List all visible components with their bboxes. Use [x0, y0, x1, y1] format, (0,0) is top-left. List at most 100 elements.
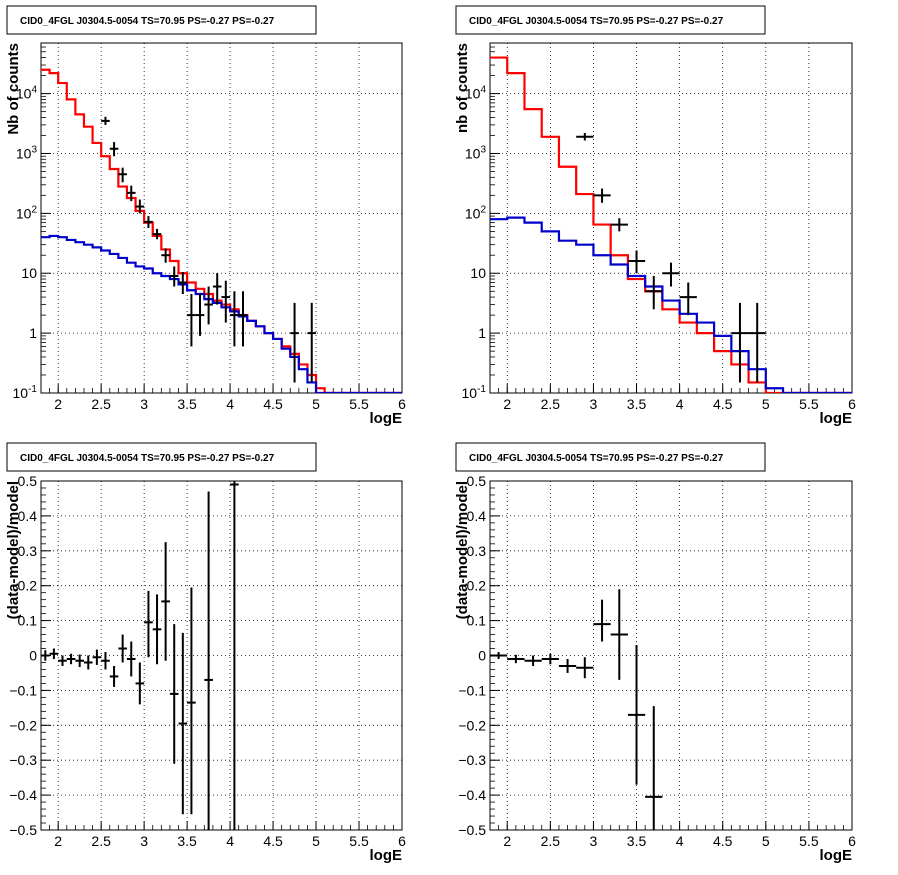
data-point: [731, 302, 749, 383]
y-tick-label: −0.4: [9, 787, 37, 803]
y-tick-label: −0.5: [458, 822, 486, 838]
x-axis-label: logE: [370, 847, 403, 864]
x-axis-label: logE: [370, 410, 403, 427]
x-tick-label: 4: [226, 396, 234, 412]
y-axis-label: (data-model)/model: [454, 481, 471, 619]
y-tick-label: 10-1: [13, 384, 38, 401]
data-point: [645, 275, 663, 310]
x-tick-label: 6: [848, 396, 856, 412]
y-tick-label: 0.5: [18, 473, 38, 489]
y-tick-label: 1: [478, 325, 486, 341]
data-point: [576, 132, 594, 141]
data-point: [593, 188, 611, 203]
x-tick-label: 5.5: [799, 833, 819, 849]
data-point: [230, 291, 239, 347]
data-point: [101, 116, 110, 125]
x-tick-label: 5.5: [349, 833, 369, 849]
plot-area: [41, 68, 402, 393]
x-tick-label: 5: [312, 833, 320, 849]
model-component-histogram: [41, 234, 402, 393]
data-point: [75, 654, 84, 668]
data-point: [83, 655, 93, 670]
title-box: [455, 442, 766, 472]
y-tick-label: 103: [16, 144, 38, 161]
y-tick-label: 0.4: [467, 508, 487, 524]
x-axis-label: logE: [820, 847, 853, 864]
data-point: [576, 657, 594, 679]
title-box: [6, 442, 317, 472]
title-box: [6, 5, 317, 35]
data-point: [748, 302, 766, 383]
x-tick-label: 3: [140, 833, 148, 849]
data-point: [118, 167, 127, 183]
y-tick-label: 1: [29, 325, 37, 341]
data-point: [679, 282, 697, 316]
y-tick-label: −0.5: [9, 822, 37, 838]
y-tick-label: 0.5: [467, 473, 487, 489]
x-tick-label: 3.5: [177, 833, 197, 849]
data-point: [212, 273, 222, 305]
data-point: [662, 262, 680, 287]
y-tick-label: 10: [21, 265, 37, 281]
y-tick-label: 102: [465, 204, 487, 221]
plot-area: [490, 589, 663, 830]
data-point: [187, 587, 196, 815]
data-point: [178, 271, 188, 295]
data-point: [161, 542, 170, 661]
data-point: [593, 599, 611, 642]
x-tick-label: 3: [140, 396, 148, 412]
data-point: [290, 302, 299, 383]
x-axis-label: logE: [820, 410, 853, 427]
data-point: [610, 218, 628, 232]
data-point: [161, 248, 170, 263]
y-tick-label: −0.1: [458, 682, 486, 698]
y-axis-label: nb of counts: [454, 43, 471, 133]
y-tick-label: 0: [478, 648, 486, 664]
chart-panel-2: CID0_4FGL J0304.5-0054 TS=70.95 PS=-0.27…: [454, 5, 856, 427]
x-tick-label: 4.5: [713, 396, 733, 412]
x-tick-label: 6: [398, 396, 406, 412]
y-tick-label: 0.1: [467, 613, 487, 629]
data-point: [195, 293, 205, 336]
chart-title: CID0_4FGL J0304.5-0054 TS=70.95 PS=-0.27…: [20, 453, 275, 464]
y-tick-label: 103: [465, 144, 487, 161]
plot-area: [490, 56, 852, 393]
x-tick-label: 5: [762, 396, 770, 412]
x-tick-label: 4: [676, 396, 684, 412]
data-point: [627, 645, 646, 785]
data-point: [92, 649, 102, 665]
y-tick-label: 0: [29, 648, 37, 664]
y-tick-label: −0.3: [458, 752, 486, 768]
y-tick-label: −0.2: [9, 717, 37, 733]
x-tick-label: 2.5: [541, 396, 561, 412]
x-tick-label: 4: [676, 833, 684, 849]
y-tick-label: −0.4: [458, 787, 486, 803]
data-point: [144, 590, 153, 658]
x-tick-label: 5.5: [349, 396, 369, 412]
data-point: [558, 658, 577, 673]
data-point: [230, 481, 239, 830]
y-tick-label: 0.3: [18, 543, 38, 559]
y-axis-label: (data-model)/model: [5, 481, 22, 619]
data-point: [645, 706, 663, 830]
chart-title: CID0_4FGL J0304.5-0054 TS=70.95 PS=-0.27…: [469, 453, 724, 464]
data-point: [238, 291, 248, 347]
data-point: [178, 632, 188, 815]
x-tick-label: 5: [312, 396, 320, 412]
y-tick-label: 104: [16, 85, 38, 102]
data-point: [204, 286, 213, 325]
y-axis-label: Nb of counts: [5, 43, 22, 135]
y-tick-label: 0.3: [467, 543, 487, 559]
data-point: [187, 294, 196, 347]
data-point: [221, 280, 231, 323]
data-point: [109, 665, 119, 687]
y-tick-label: 0.2: [467, 578, 487, 594]
data-point: [135, 662, 145, 705]
x-tick-label: 2: [503, 396, 511, 412]
data-point: [627, 250, 646, 274]
x-tick-label: 3: [590, 833, 598, 849]
x-tick-label: 6: [398, 833, 406, 849]
chart-panel-4: CID0_4FGL J0304.5-0054 TS=70.95 PS=-0.27…: [454, 442, 856, 864]
chart-panel-3: CID0_4FGL J0304.5-0054 TS=70.95 PS=-0.27…: [5, 442, 406, 864]
